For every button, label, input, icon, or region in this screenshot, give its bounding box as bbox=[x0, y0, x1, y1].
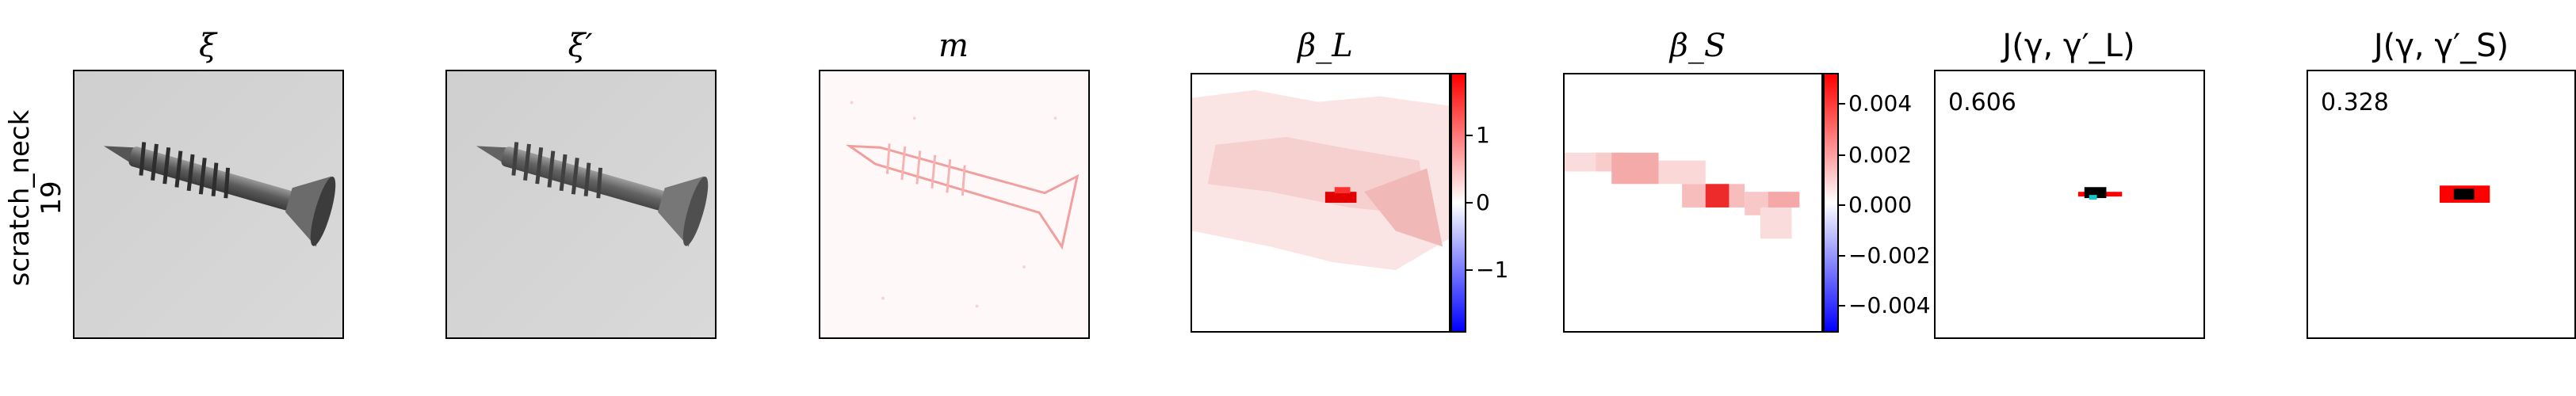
image-panel-difference-map bbox=[819, 70, 1090, 339]
colorbar-tick: 0 bbox=[1476, 189, 1490, 215]
colorbar-tick: 0.000 bbox=[1848, 192, 1913, 218]
image-panel-original bbox=[73, 70, 344, 339]
colorbar-tick: −1 bbox=[1476, 257, 1509, 283]
colorbar-tick: 1 bbox=[1476, 122, 1490, 148]
image-panel-jaccard-l: 0.606 bbox=[1934, 70, 2205, 339]
jaccard-score-s: 0.328 bbox=[2321, 89, 2389, 116]
panel-title-jaccard-s: J(γ, γ′_S) bbox=[2373, 28, 2509, 64]
panel-title-beta-s: β_S bbox=[1669, 28, 1726, 64]
panel-title-beta-l: β_L bbox=[1298, 28, 1353, 64]
panel-title-xi: ξ bbox=[198, 28, 217, 64]
colorbar-tick: −0.002 bbox=[1848, 242, 1931, 268]
colorbar-beta-l bbox=[1450, 73, 1466, 333]
screw-image bbox=[75, 71, 342, 337]
screw-image-reconstructed bbox=[447, 71, 715, 337]
colorbar-tick: 0.004 bbox=[1848, 90, 1913, 116]
colorbar-beta-s bbox=[1823, 73, 1839, 333]
colorbar-tick: −0.004 bbox=[1848, 292, 1931, 318]
jaccard-score-l: 0.606 bbox=[1948, 89, 2016, 116]
image-panel-beta-s bbox=[1563, 73, 1823, 333]
row-label-category: scratch_neck bbox=[4, 109, 36, 287]
image-panel-beta-l bbox=[1191, 73, 1450, 333]
beta-l-heatmap bbox=[1192, 74, 1449, 331]
row-label-index: 19 bbox=[36, 181, 67, 215]
image-panel-jaccard-s: 0.328 bbox=[2307, 70, 2576, 339]
difference-map bbox=[820, 71, 1088, 337]
beta-s-heatmap bbox=[1565, 74, 1821, 331]
panel-title-m: m bbox=[938, 28, 969, 64]
row-label: scratch_neck 19 bbox=[0, 0, 71, 396]
colorbar-tick: 0.002 bbox=[1848, 142, 1913, 168]
panel-title-jaccard-l: J(γ, γ′_L) bbox=[2002, 28, 2135, 64]
image-panel-reconstruction bbox=[445, 70, 717, 339]
panel-title-xi-prime: ξ′ bbox=[568, 28, 593, 64]
